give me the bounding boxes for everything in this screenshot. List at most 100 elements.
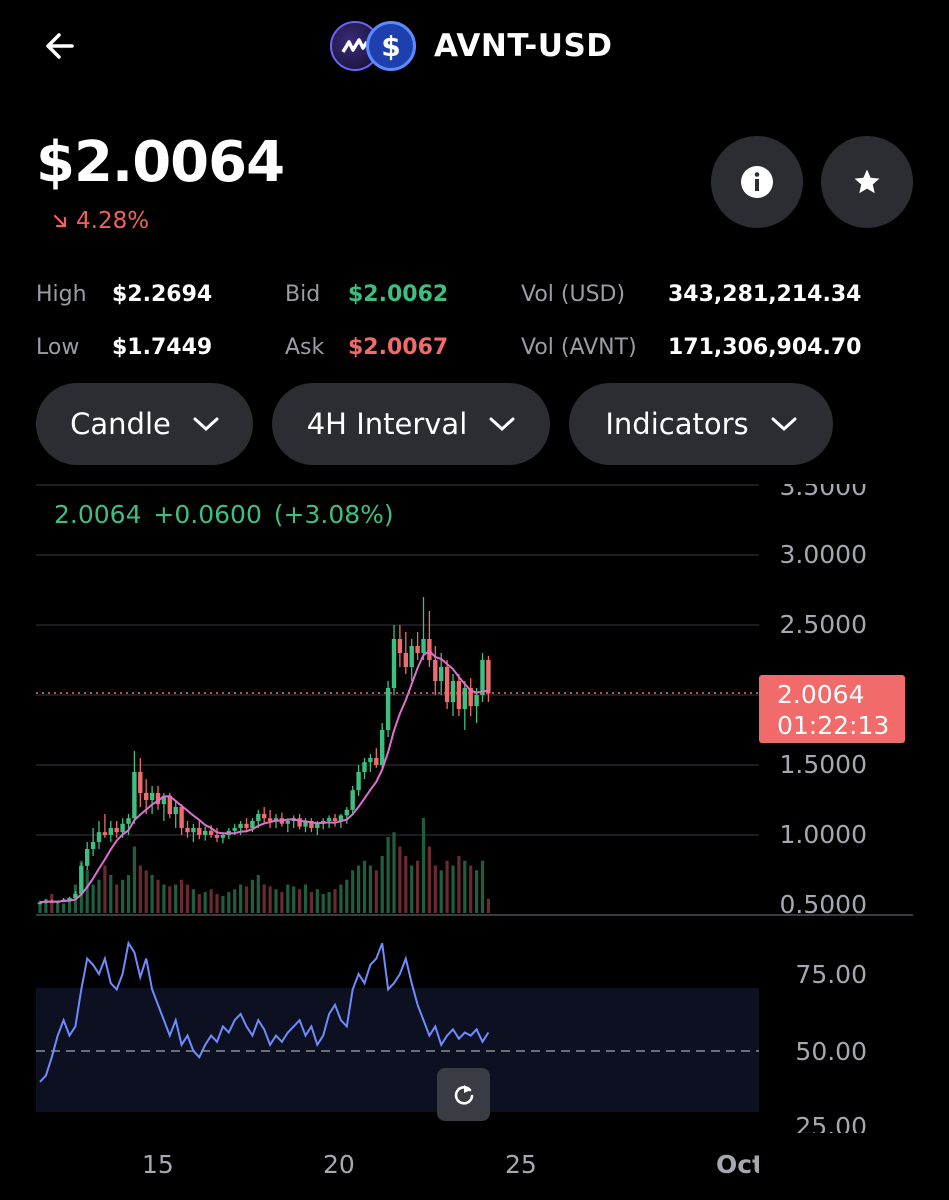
y-tick-label: 2.5000 (779, 610, 867, 639)
page-header: $ AVNT-USD (330, 18, 613, 74)
candle-body (297, 818, 302, 827)
volume-bar (38, 903, 42, 913)
stat-bid: Bid $2.0062 (285, 282, 448, 307)
rsi-line (39, 940, 490, 1083)
stat-ask-label: Ask (285, 335, 325, 360)
volume-bar (250, 879, 254, 913)
stat-ask-value: $2.0067 (348, 335, 449, 360)
chart-type-dropdown[interactable]: Candle (36, 383, 253, 465)
volume-bar (44, 898, 48, 913)
volume-bar (233, 889, 237, 913)
candle-body (155, 793, 161, 805)
y-tick-label: 1.5000 (779, 750, 867, 779)
stat-bid-value: $2.0062 (348, 282, 449, 307)
volume-bar (292, 886, 296, 913)
volume-bar (333, 889, 337, 913)
info-icon (741, 166, 773, 198)
candle-body (144, 793, 149, 800)
price-change: 4.28% (52, 208, 149, 234)
candle-body (267, 818, 273, 821)
ohlc-readout: 2.0064 +0.0600 (+3.08%) (54, 500, 394, 529)
rsi-tick-label: 25.00 (795, 1112, 867, 1141)
candle-body (285, 821, 290, 824)
volume-bar (121, 879, 125, 913)
x-tick-label: 25 (505, 1150, 537, 1179)
volume-bar (475, 870, 479, 913)
stat-high-label: High (36, 282, 87, 307)
volume-bar (197, 894, 201, 913)
candle-body (244, 823, 249, 828)
candle-body (238, 823, 243, 828)
volume-bar (315, 889, 319, 913)
volume-bar (345, 879, 349, 913)
back-button[interactable] (36, 22, 84, 70)
volume-bar (327, 892, 331, 913)
favorite-button[interactable] (821, 136, 913, 228)
candle-body (409, 646, 414, 667)
volume-bar (185, 884, 190, 913)
candle-body (102, 832, 108, 835)
indicators-label: Indicators (605, 407, 749, 441)
current-price-tag: 2.0064 01:22:13 (759, 675, 905, 743)
candle-body (197, 828, 202, 835)
candle-body (208, 830, 214, 835)
reset-icon (454, 1084, 473, 1105)
info-button[interactable] (711, 136, 803, 228)
candle-body (96, 832, 102, 842)
candle-body (220, 835, 226, 838)
candle-body (368, 758, 373, 763)
volume-bar (416, 860, 420, 913)
volume-bar (268, 886, 272, 913)
volume-bar (150, 875, 154, 913)
volume-bar (439, 870, 443, 913)
volume-bar (180, 879, 184, 913)
candle-body (374, 758, 379, 765)
volume-bar (203, 892, 207, 913)
candle-body (391, 639, 397, 688)
interval-dropdown[interactable]: 4H Interval (272, 383, 550, 465)
volume-bar (410, 865, 414, 913)
volume-bar (144, 870, 148, 913)
y-tick-label: 0.5000 (779, 890, 867, 919)
stat-bid-label: Bid (285, 282, 321, 307)
reset-chart-button[interactable] (437, 1068, 490, 1121)
volume-bar (457, 856, 461, 913)
interval-label: 4H Interval (306, 407, 468, 441)
volume-bar (357, 865, 361, 913)
candle-body (362, 762, 367, 772)
volume-bar (433, 865, 437, 913)
volume-bar (386, 837, 390, 913)
volume-bar (227, 892, 231, 913)
indicators-dropdown[interactable]: Indicators (569, 383, 833, 465)
volume-bar (126, 875, 131, 913)
volume-bar (244, 886, 249, 913)
candle-body (421, 639, 426, 653)
stat-vol-usd: Vol (USD) 343,281,214.34 (521, 282, 861, 307)
candle-body (232, 828, 237, 831)
volume-bar (321, 894, 325, 913)
candle-body (415, 646, 420, 653)
volume-bar (421, 818, 426, 913)
stat-low-label: Low (36, 335, 80, 360)
candle-body (214, 835, 220, 838)
volume-bar (469, 865, 473, 913)
candle-body (73, 893, 78, 898)
candle-countdown: 01:22:13 (777, 711, 890, 740)
price-change-value: 4.28% (76, 208, 150, 234)
candle-body (356, 772, 361, 791)
candle-body (114, 828, 119, 833)
volume-bar (103, 865, 107, 913)
candle-body (403, 653, 408, 667)
volume-bar (215, 894, 219, 913)
x-tick-label: 15 (142, 1150, 174, 1179)
stat-vol-avnt: Vol (AVNT) 171,306,904.70 (521, 335, 861, 360)
candle-body (397, 639, 403, 653)
candle-body (191, 828, 196, 833)
candle-body (450, 681, 456, 702)
volume-bar (463, 860, 467, 913)
candle-body (380, 730, 385, 765)
candle-body (444, 667, 450, 702)
rsi-tick-label: 75.00 (795, 960, 867, 989)
volume-bar (256, 875, 260, 913)
